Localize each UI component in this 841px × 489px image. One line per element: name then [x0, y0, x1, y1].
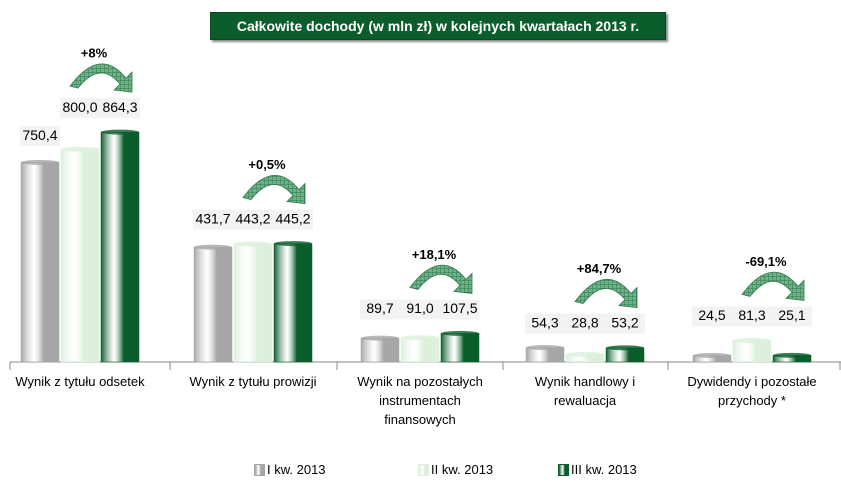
legend-swatch [254, 463, 265, 476]
label-bg [20, 126, 60, 147]
value-label: 25,1 [778, 307, 805, 323]
value-label: 864,3 [102, 99, 137, 115]
label-bg [605, 313, 645, 334]
category-label: Wynik z tytułu prowizji [189, 374, 317, 389]
value-label: 91,0 [406, 300, 433, 316]
legend-label: II kw. 2013 [431, 462, 494, 477]
annotation: -69,1% [745, 254, 787, 269]
bar-cap [401, 335, 439, 341]
label-bg [60, 98, 100, 119]
label-bg [565, 313, 605, 334]
annotation: +84,7% [577, 261, 622, 276]
bar-cap [101, 129, 139, 135]
bar-cap [693, 352, 731, 358]
bar-cap [21, 159, 59, 165]
legend-swatch [418, 463, 429, 476]
bar-cap [274, 241, 312, 247]
label-bg [400, 299, 440, 320]
annotation: +18,1% [412, 247, 457, 262]
value-label: 431,7 [195, 210, 230, 226]
bar-cap [606, 345, 644, 351]
legend-item: II kw. 2013 [418, 462, 493, 477]
legend-swatch [558, 463, 569, 476]
value-label: 107,5 [442, 300, 477, 316]
label-bg [100, 98, 140, 119]
label-bg [360, 299, 400, 320]
bar-cap [194, 244, 232, 250]
value-label: 53,2 [611, 314, 638, 330]
bar [273, 243, 313, 363]
bar-cap [234, 241, 272, 247]
bar [360, 337, 400, 363]
bar [732, 340, 772, 363]
value-label: 81,3 [738, 307, 765, 323]
value-label: 445,2 [275, 210, 310, 226]
category-label: Dywidendy i pozostałe przychody * [687, 374, 817, 408]
bar [20, 162, 60, 363]
bar-cap [526, 345, 564, 351]
label-bg [440, 299, 480, 320]
category-label: Wynik handlowy i rewaluacja [534, 374, 636, 408]
value-label: 443,2 [235, 210, 270, 226]
category-label: Wynik z tytułu odsetek [15, 374, 145, 389]
value-label: 28,8 [571, 314, 598, 330]
bar-cap [773, 352, 811, 358]
label-bg [273, 209, 313, 230]
label-bg [732, 306, 772, 327]
trend-arrow [741, 271, 805, 301]
label-bg [525, 313, 565, 334]
bar [60, 148, 100, 363]
annotation: +8% [81, 46, 108, 61]
value-label: 750,4 [22, 127, 57, 143]
annotation: +0,5% [248, 157, 286, 172]
label-bg [692, 306, 732, 327]
bar-cap [61, 146, 99, 152]
legend-item: III kw. 2013 [558, 462, 637, 477]
value-label: 24,5 [698, 307, 725, 323]
trend-arrow [69, 63, 133, 93]
trend-arrow [574, 278, 638, 309]
trend-arrow [242, 174, 306, 205]
value-label: 89,7 [366, 300, 393, 316]
bar [193, 246, 233, 363]
bar [440, 333, 480, 363]
bar-cap [441, 330, 479, 336]
bar-cap [566, 351, 604, 357]
label-bg [772, 306, 812, 327]
value-label: 800,0 [62, 99, 97, 115]
label-bg [193, 209, 233, 230]
label-bg [233, 209, 273, 230]
bar [233, 243, 273, 363]
trend-arrow [409, 264, 473, 294]
category-label: Wynik na pozostałych instrumentach finan… [357, 374, 483, 427]
bar [400, 337, 440, 363]
chart-title: Całkowite dochody (w mln zł) w kolejnych… [210, 12, 666, 40]
bar [100, 131, 140, 363]
legend-item: I kw. 2013 [254, 462, 326, 477]
value-label: 54,3 [531, 314, 558, 330]
bar-cap [361, 335, 399, 341]
legend-label: I kw. 2013 [267, 462, 326, 477]
legend-label: III kw. 2013 [571, 462, 637, 477]
bar-cap [733, 337, 771, 343]
